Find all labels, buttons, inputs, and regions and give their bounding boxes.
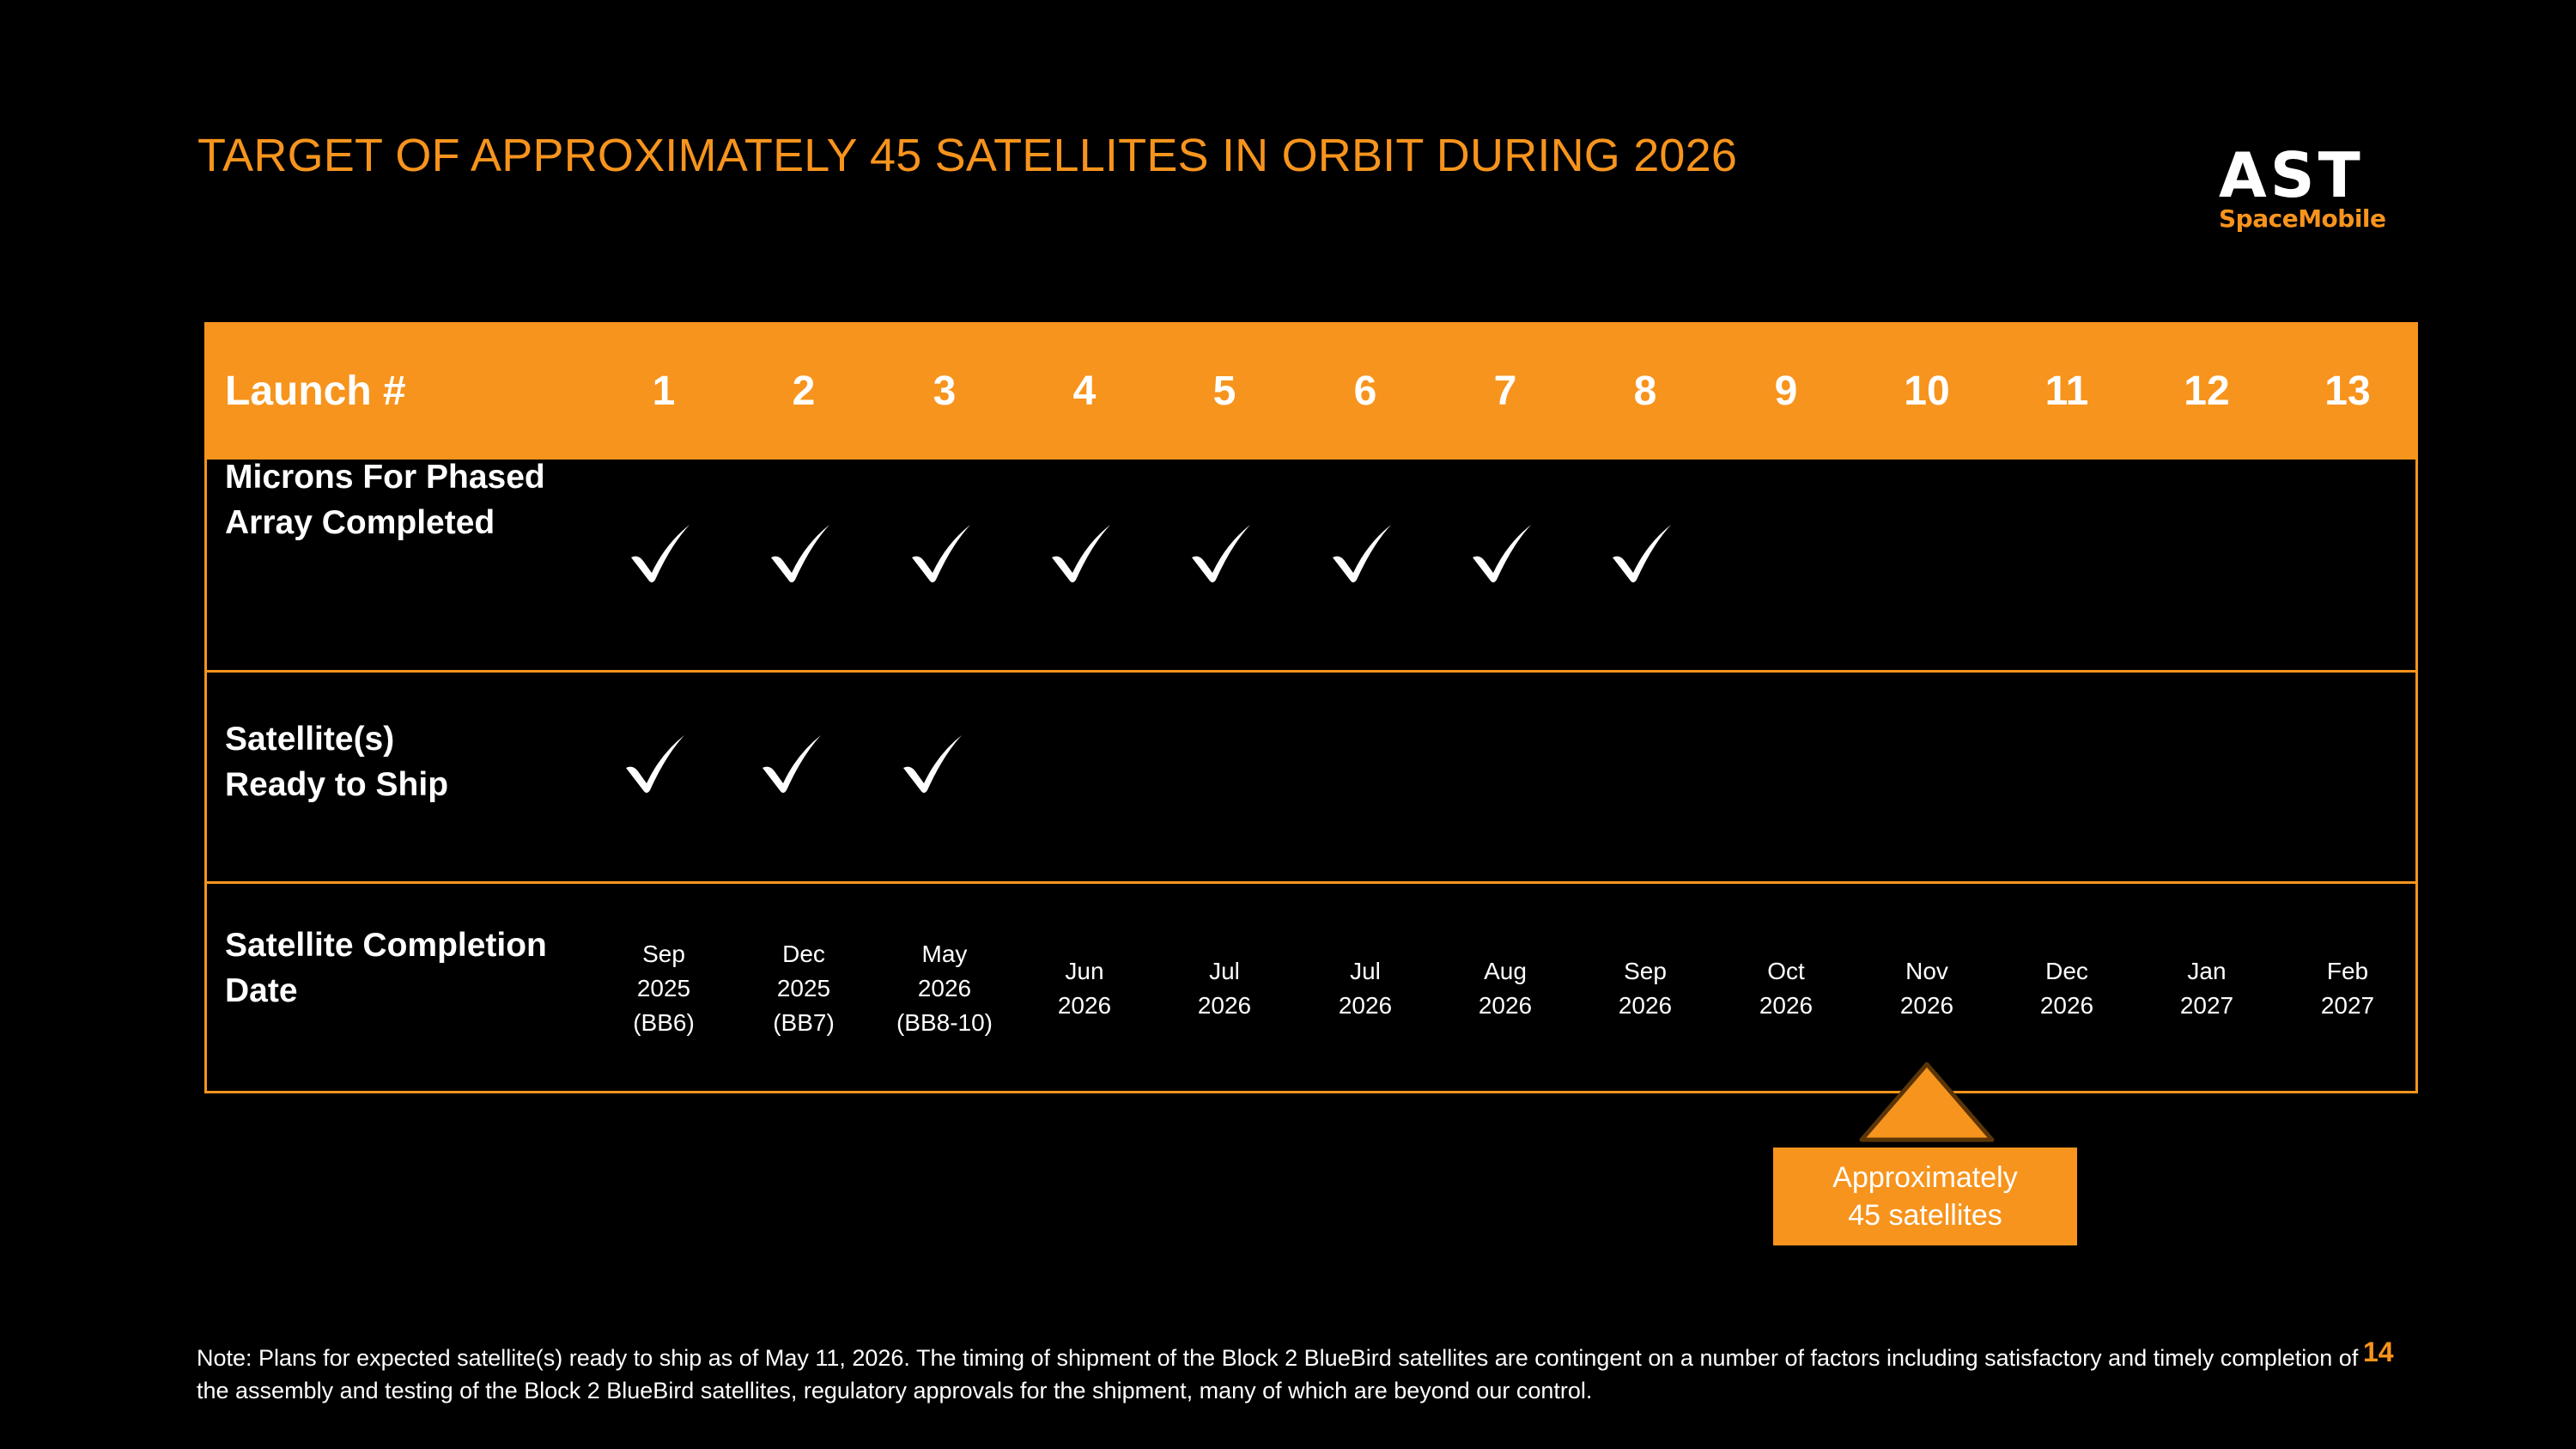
header-launch-8: 8 — [1633, 368, 1657, 414]
footnote: Note: Plans for expected satellite(s) re… — [197, 1345, 2359, 1403]
completion-date-line: Jul — [1350, 957, 1381, 984]
header-launch-6: 6 — [1353, 368, 1377, 414]
completion-date-line: 2026 — [1057, 991, 1112, 1019]
callout-line: Approximately — [1832, 1161, 2018, 1194]
header-launch-7: 7 — [1493, 368, 1517, 414]
completion-date-line: Aug — [1484, 957, 1527, 984]
completion-date-line: 2026 — [1759, 991, 1814, 1019]
completion-date-cell: Oct 2026 — [1722, 883, 1850, 1093]
completion-date-line: 2026 — [917, 974, 972, 1002]
completion-date-cell: May 2026 (BB8-10) — [880, 883, 1009, 1093]
completion-date-line: Dec — [782, 940, 825, 967]
completion-date-line: 2025 — [776, 974, 831, 1002]
header-launch-5: 5 — [1212, 368, 1236, 414]
completion-date-cell: Jul 2026 — [1160, 883, 1289, 1093]
header-launch-1: 1 — [652, 368, 676, 414]
completion-date-line: Jul — [1209, 957, 1240, 984]
checkmark-icon — [1333, 525, 1391, 582]
checkmark-icon — [762, 735, 821, 793]
row-label: Satellite(s) Ready to Ship — [225, 716, 448, 807]
completion-date-line: 2026 — [1618, 991, 1673, 1019]
header-launch-11: 11 — [2044, 368, 2089, 414]
callout-line: 45 satellites — [1848, 1199, 2002, 1232]
row-divider — [204, 881, 2418, 884]
checkmark-icon — [1192, 525, 1250, 582]
logo-subtitle: SpaceMobile — [2219, 204, 2386, 233]
completion-date-cell: Jul 2026 — [1301, 883, 1430, 1093]
completion-date-line: Dec — [2045, 957, 2088, 984]
completion-date-line: 2026 — [1338, 991, 1393, 1019]
completion-date-line: (BB8-10) — [896, 1008, 993, 1036]
completion-date-line: 2026 — [1478, 991, 1533, 1019]
completion-date-line: Oct — [1767, 957, 1805, 984]
checkmark-icon — [631, 525, 690, 582]
completion-date-cell: Jan 2027 — [2142, 883, 2271, 1093]
completion-date-line: 2025 — [636, 974, 691, 1002]
header-launch-13: 13 — [2324, 368, 2371, 414]
callout-box: Approximately 45 satellites — [1773, 1148, 2077, 1245]
completion-date-line: May — [921, 940, 968, 967]
completion-date-line: (BB7) — [773, 1008, 835, 1036]
completion-date-line: Jan — [2187, 957, 2227, 984]
completion-date-cell: Nov 2026 — [1862, 883, 1991, 1093]
header-launch-3: 3 — [933, 368, 957, 414]
checkmark-icon — [903, 735, 962, 793]
completion-date-line: Jun — [1065, 957, 1104, 984]
launch-schedule-table: Launch # 1 2 3 4 5 6 7 8 9 10 11 12 13 Microns For Ph… — [204, 322, 2418, 1093]
table-header-row — [204, 322, 2418, 460]
completion-date-cell: Sep 2026 — [1581, 883, 1710, 1093]
completion-date-cell: Dec 2025 (BB7) — [739, 883, 868, 1093]
row-label-line: Microns For Phased — [225, 459, 545, 496]
row-label-line: Satellite(s) — [225, 721, 395, 758]
checkmark-icon — [1473, 525, 1531, 582]
checkmark-icon — [1052, 525, 1110, 582]
completion-date-cell: Sep 2025 (BB6) — [599, 883, 728, 1093]
checkmark-icon — [626, 735, 684, 793]
completion-date-line: Feb — [2326, 957, 2369, 984]
completion-date-line: Sep — [642, 940, 685, 967]
logo-wordmark: AST — [2219, 139, 2364, 211]
completion-date-line: 2026 — [1899, 991, 1954, 1019]
header-label: Launch # — [225, 368, 406, 414]
completion-date-line: Nov — [1905, 957, 1948, 984]
completion-date-line: 2027 — [2320, 991, 2375, 1019]
completion-date-line: 2027 — [2179, 991, 2234, 1019]
header-launch-9: 9 — [1774, 368, 1798, 414]
completion-date-cell: Aug 2026 — [1441, 883, 1570, 1093]
header-launch-10: 10 — [1904, 368, 1950, 414]
page-title: TARGET OF APPROXIMATELY 45 SATELLITES IN… — [197, 130, 1738, 181]
completion-date-cell: Dec 2026 — [2002, 883, 2131, 1093]
completion-date-cell: Jun 2026 — [1020, 883, 1149, 1093]
checkmark-icon — [771, 525, 829, 582]
page-number: 14 — [2363, 1336, 2394, 1367]
header-launch-4: 4 — [1072, 368, 1097, 414]
checkmark-icon — [1613, 525, 1671, 582]
completion-date-line: 2026 — [1197, 991, 1252, 1019]
row-label-line: Date — [225, 972, 298, 1009]
header-launch-12: 12 — [2184, 368, 2230, 414]
completion-date-line: 2026 — [2039, 991, 2094, 1019]
row-label-line: Array Completed — [225, 504, 495, 541]
row-divider — [204, 670, 2418, 673]
header-launch-2: 2 — [792, 368, 816, 414]
row-label-line: Ready to Ship — [225, 766, 449, 803]
row-label: Microns For Phased Array Completed — [225, 454, 545, 545]
checkmark-icon — [912, 525, 970, 582]
completion-date-line: (BB6) — [633, 1008, 695, 1036]
completion-date-line: Sep — [1624, 957, 1667, 984]
triangle-pointer-icon — [1859, 1062, 1995, 1142]
table-frame — [204, 322, 2418, 1093]
row-label-line: Satellite Completion — [225, 927, 547, 964]
company-logo: AST SpaceMobile — [2219, 139, 2399, 234]
completion-date-cell: Feb 2027 — [2283, 883, 2412, 1093]
row-label: Satellite Completion Date — [225, 922, 547, 1014]
